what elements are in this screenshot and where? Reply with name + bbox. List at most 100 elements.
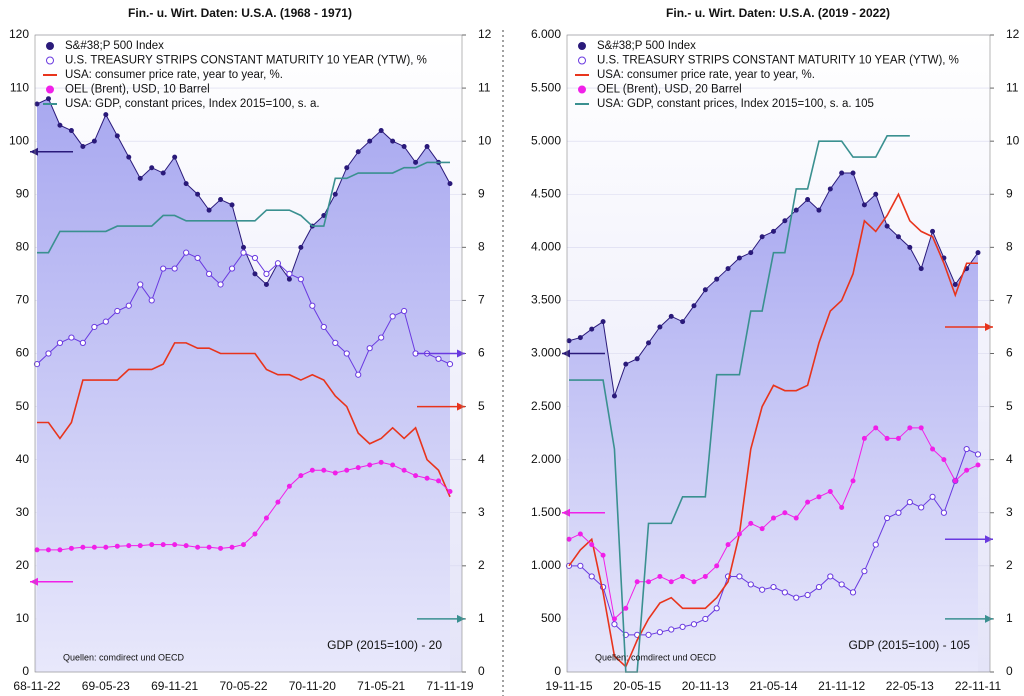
data-point — [321, 467, 327, 473]
data-point — [171, 265, 178, 272]
data-point — [218, 197, 224, 203]
data-point — [126, 543, 132, 549]
x-tick-label: 21-05-14 — [749, 679, 797, 693]
data-point — [355, 371, 362, 378]
annotation: Quellen: comdirect und OECD — [595, 652, 717, 662]
y-tick-label: 0 — [22, 664, 29, 678]
data-point — [195, 544, 201, 550]
data-point — [228, 265, 236, 272]
data-point — [839, 170, 845, 176]
data-point — [45, 547, 51, 553]
data-point — [240, 249, 247, 256]
data-point — [344, 165, 350, 171]
y-tick-label: 0 — [554, 664, 561, 678]
legend-swatch — [46, 56, 54, 65]
data-point — [736, 531, 742, 537]
data-point — [963, 445, 970, 453]
x-tick-label: 69-11-21 — [151, 679, 198, 693]
data-point — [906, 499, 913, 506]
y-tick-label: 4.500 — [531, 186, 561, 200]
data-point — [298, 244, 304, 250]
legend-label: USA: GDP, constant prices, Index 2015=10… — [597, 98, 874, 110]
y2-tick-label: 7 — [478, 293, 485, 307]
data-point — [759, 526, 765, 532]
data-point — [114, 133, 120, 139]
data-point — [401, 307, 408, 315]
data-point — [588, 573, 595, 580]
y2-tick-label: 2 — [1006, 558, 1013, 572]
data-point — [183, 249, 190, 256]
data-point — [668, 626, 675, 633]
data-point — [378, 459, 384, 465]
data-point — [218, 545, 224, 551]
y2-tick-label: 8 — [1006, 240, 1013, 254]
data-point — [782, 218, 788, 224]
y2-tick-label: 2 — [478, 558, 485, 572]
arrow-head — [985, 322, 993, 331]
legend-swatch — [46, 42, 54, 50]
data-point — [805, 197, 811, 203]
data-point — [714, 276, 720, 282]
data-point — [929, 493, 936, 500]
data-point — [725, 542, 731, 548]
data-point — [690, 621, 698, 628]
arrow-head — [457, 402, 465, 411]
y2-tick-label: 9 — [1006, 186, 1013, 200]
data-point — [447, 489, 453, 495]
data-point — [611, 393, 617, 399]
data-point — [68, 545, 74, 551]
data-point — [183, 543, 189, 549]
legend-label: USA: consumer price rate, year to year, … — [597, 69, 815, 81]
data-point — [103, 112, 109, 118]
y2-tick-label: 8 — [478, 240, 485, 254]
data-point — [217, 281, 224, 288]
data-point — [160, 542, 166, 548]
data-point — [680, 573, 686, 579]
legend-swatch — [578, 85, 586, 94]
data-point — [91, 544, 97, 550]
data-point — [656, 629, 663, 636]
data-point — [918, 425, 924, 431]
data-point — [600, 552, 606, 558]
data-point — [600, 319, 606, 325]
y-tick-label: 1.500 — [531, 505, 561, 519]
y-tick-label: 6.000 — [531, 27, 561, 41]
y2-tick-label: 3 — [478, 505, 485, 519]
data-point — [748, 250, 754, 256]
data-point — [194, 254, 201, 262]
y2-tick-label: 10 — [478, 133, 492, 147]
data-point — [907, 425, 913, 431]
y2-tick-label: 0 — [478, 664, 485, 678]
data-point — [884, 223, 890, 229]
data-point — [263, 270, 270, 277]
data-point — [263, 281, 269, 287]
data-point — [344, 467, 350, 473]
y-tick-label: 5.500 — [531, 80, 561, 94]
arrow-head — [562, 349, 570, 358]
data-point — [623, 605, 629, 611]
data-point — [566, 536, 572, 542]
data-point — [839, 504, 845, 510]
data-point — [793, 594, 800, 601]
data-point — [850, 170, 856, 176]
data-point — [952, 478, 958, 484]
legend-label: USA: consumer price rate, year to year, … — [65, 69, 283, 81]
data-point — [805, 499, 811, 505]
arrow-head — [985, 535, 993, 544]
data-point — [446, 361, 454, 368]
data-point — [589, 326, 595, 332]
x-tick-label: 22-11-11 — [955, 679, 1002, 693]
data-point — [68, 128, 74, 134]
data-point — [33, 361, 41, 368]
data-point — [286, 276, 292, 282]
y-tick-label: 80 — [16, 240, 30, 254]
y-tick-label: 500 — [541, 611, 561, 625]
data-point — [424, 143, 430, 149]
y2-tick-label: 4 — [478, 452, 485, 466]
y2-tick-label: 5 — [1006, 399, 1013, 413]
data-point — [827, 489, 833, 495]
data-point — [102, 318, 109, 325]
data-point — [252, 271, 258, 277]
data-point — [274, 260, 282, 267]
